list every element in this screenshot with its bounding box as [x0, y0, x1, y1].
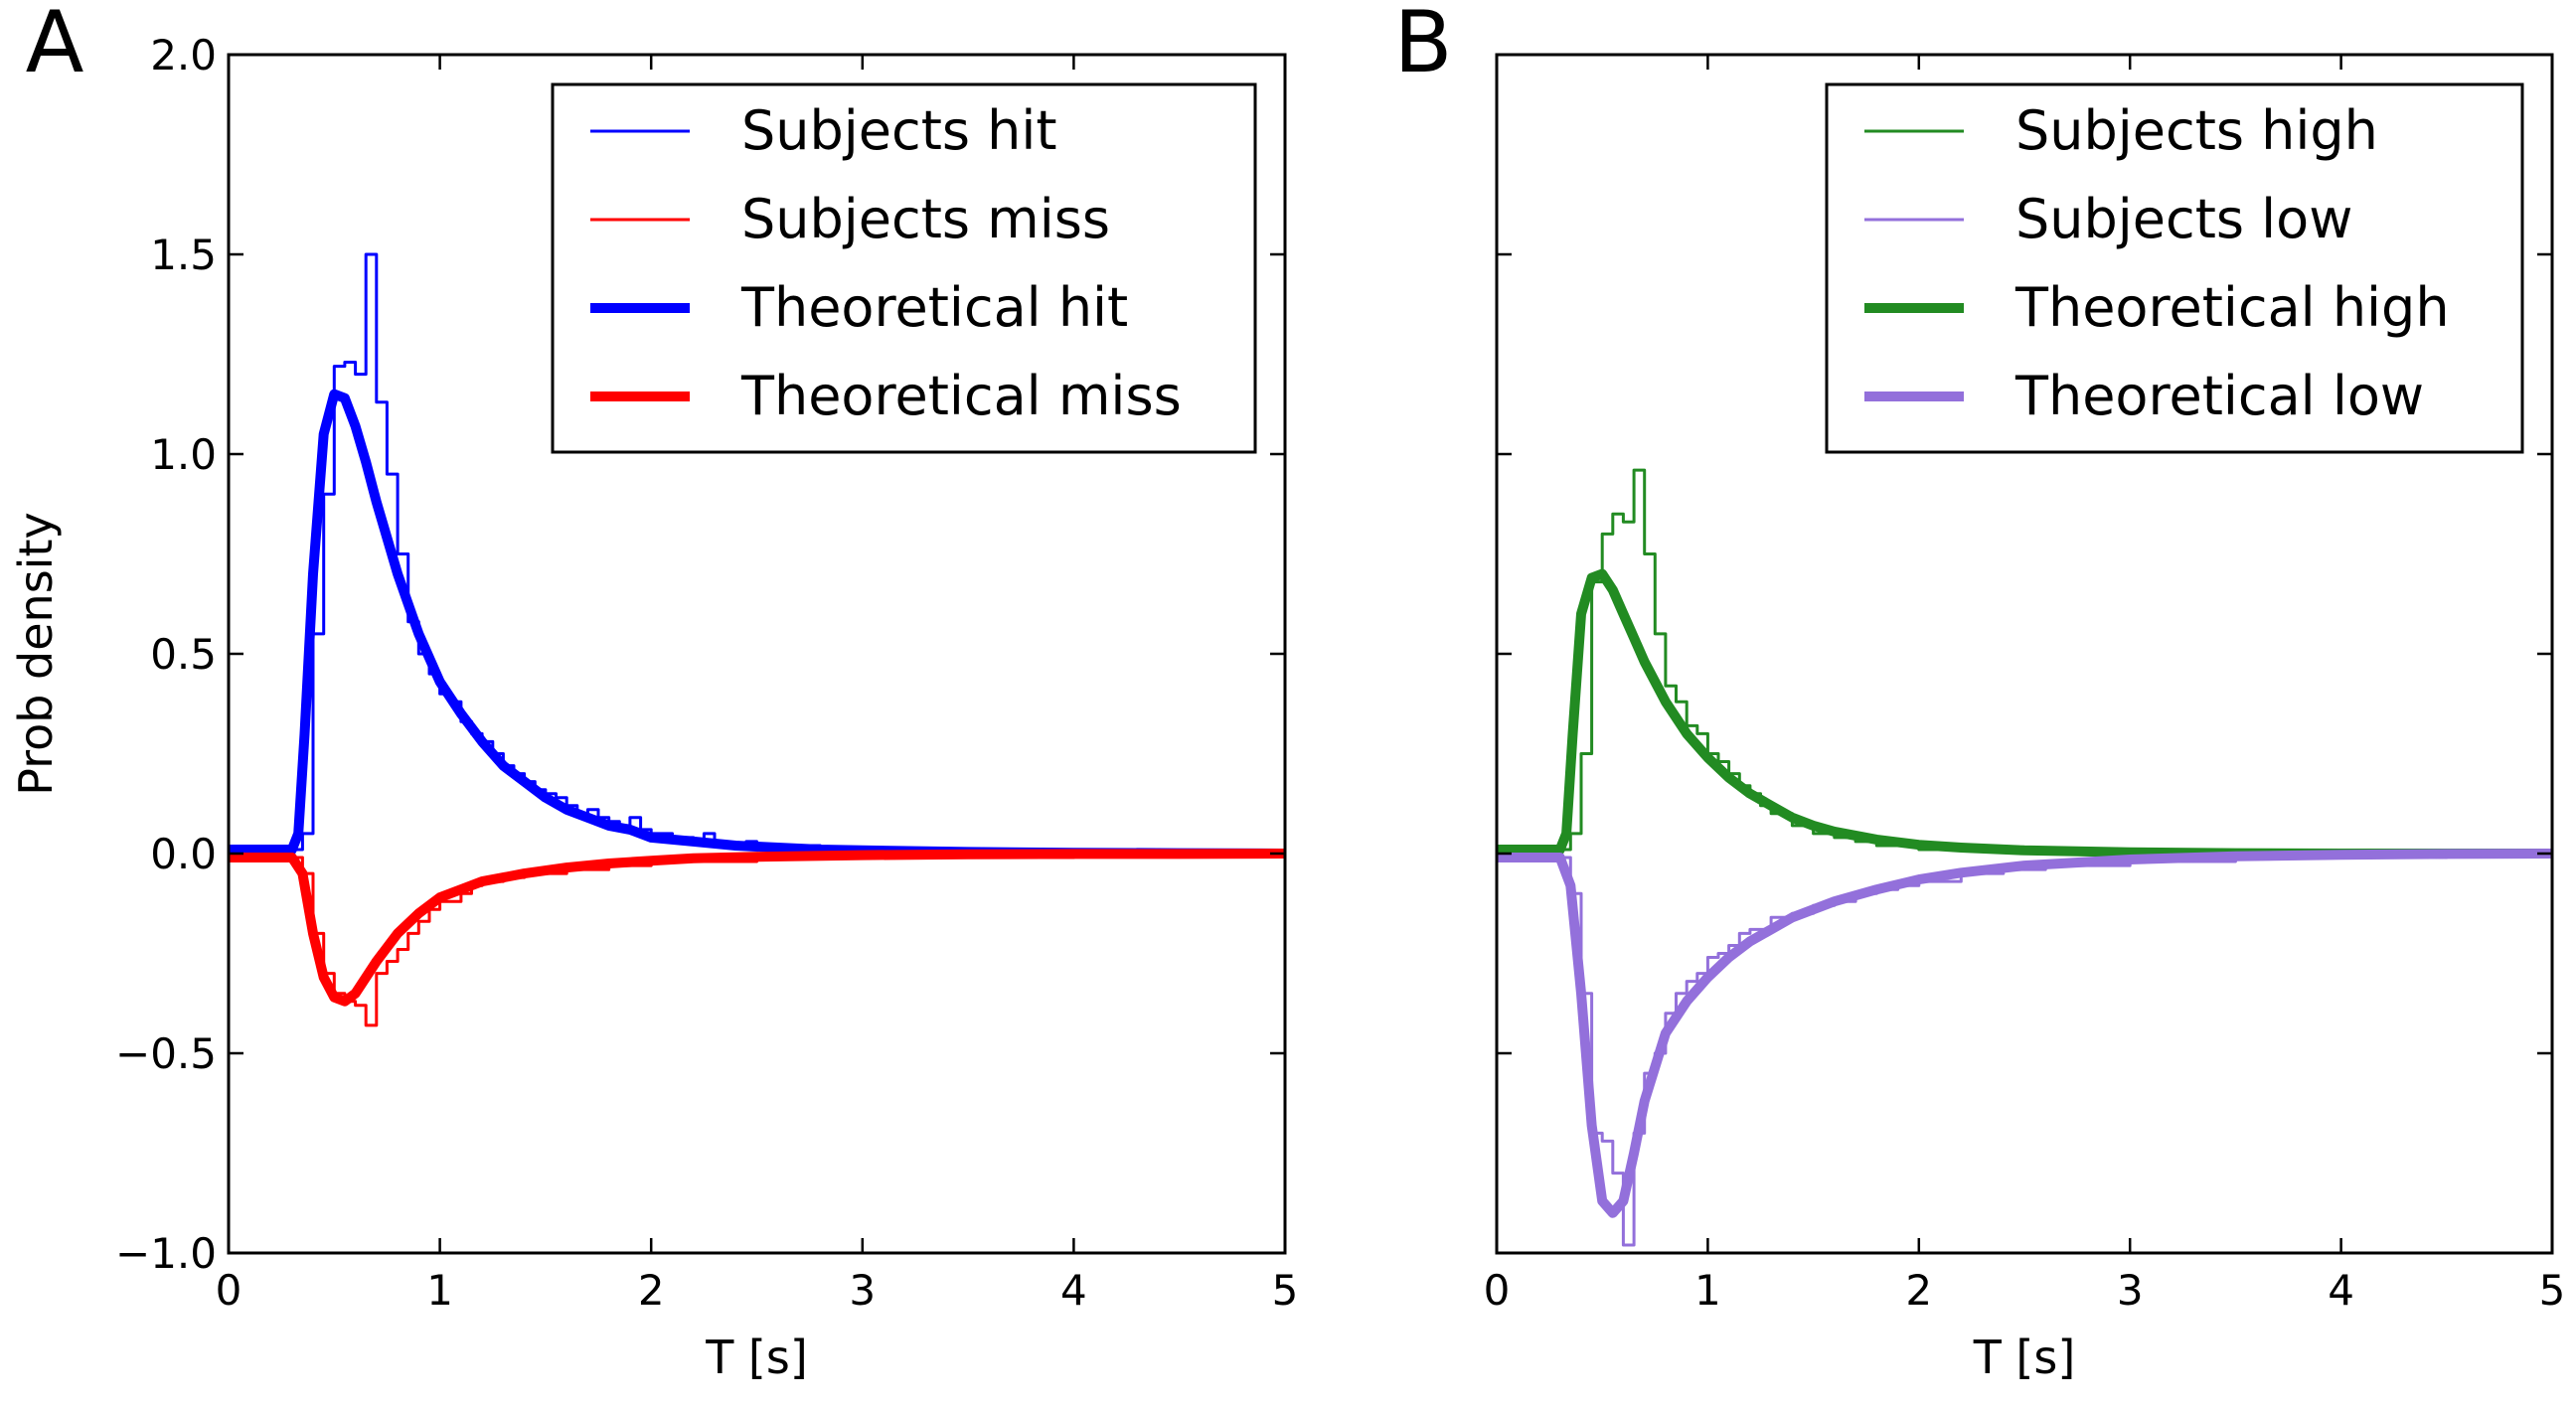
x-tick-label: 2 — [1905, 1266, 1932, 1315]
series-line-subjects-low — [1497, 852, 2552, 1247]
series-line-theoretical-hit — [229, 389, 1285, 859]
series-line-theoretical-miss — [229, 849, 1285, 1007]
legend-entry-theoretical-hit: Theoretical hit — [740, 276, 1128, 339]
x-tick-label: 4 — [2328, 1266, 2354, 1315]
legend-entry-subjects-low: Subjects low — [2015, 188, 2352, 250]
panel-label: A — [26, 0, 84, 92]
plot-area — [1497, 468, 2552, 1247]
legend-entry-subjects-miss: Subjects miss — [741, 188, 1110, 250]
x-axis-label: T [s] — [1973, 1330, 2076, 1384]
x-tick-label: 3 — [2117, 1266, 2144, 1315]
x-tick-label: 2 — [638, 1266, 665, 1315]
y-axis-label: Prob density — [9, 512, 63, 795]
y-tick-label: 0.0 — [150, 830, 217, 878]
legend: Subjects hit Subjects miss Theoretical hit… — [551, 82, 1257, 454]
y-tick-label: 1.5 — [150, 231, 217, 279]
legend-entry-theoretical-low: Theoretical low — [2014, 365, 2424, 427]
x-tick-label: 0 — [216, 1266, 242, 1315]
panel-label: B — [1394, 0, 1453, 92]
legend-frame — [551, 82, 1257, 454]
x-tick-label: 1 — [426, 1266, 453, 1315]
panel-b: 0 1 2 3 4 5 T [s] B Subjects high Subjects low The… — [1394, 0, 2566, 1384]
y-tick-label: −0.5 — [115, 1029, 217, 1078]
series-line-subjects-high — [1497, 468, 2552, 856]
plot-area — [229, 252, 1285, 1027]
x-tick-label: 3 — [849, 1266, 876, 1315]
y-tick-label: 2.0 — [150, 31, 217, 79]
x-tick-label: 0 — [1484, 1266, 1511, 1315]
panel-a: 0 1 2 3 4 5 −1.0 −0.5 0.0 0.5 1.0 1.5 2.0 T [s] Prob d… — [9, 0, 1298, 1384]
legend-entry-theoretical-miss: Theoretical miss — [740, 365, 1182, 427]
series-line-theoretical-high — [1497, 568, 2552, 859]
x-tick-label: 5 — [1272, 1266, 1299, 1315]
x-tick-label: 5 — [2539, 1266, 2566, 1315]
y-tick-label: −1.0 — [115, 1229, 217, 1278]
legend-entry-subjects-high: Subjects high — [2015, 99, 2378, 162]
legend-entry-subjects-hit: Subjects hit — [741, 99, 1057, 162]
y-tick-label: 0.5 — [150, 630, 217, 679]
legend-entry-theoretical-high: Theoretical high — [2014, 276, 2450, 339]
x-tick-label: 4 — [1060, 1266, 1087, 1315]
y-tick-label: 1.0 — [150, 430, 217, 479]
x-tick-label: 1 — [1694, 1266, 1721, 1315]
legend: Subjects high Subjects low Theoretical hig… — [1825, 82, 2524, 454]
x-axis-label: T [s] — [705, 1330, 808, 1384]
legend-frame — [1825, 82, 2524, 454]
series-line-theoretical-low — [1497, 849, 2552, 1218]
